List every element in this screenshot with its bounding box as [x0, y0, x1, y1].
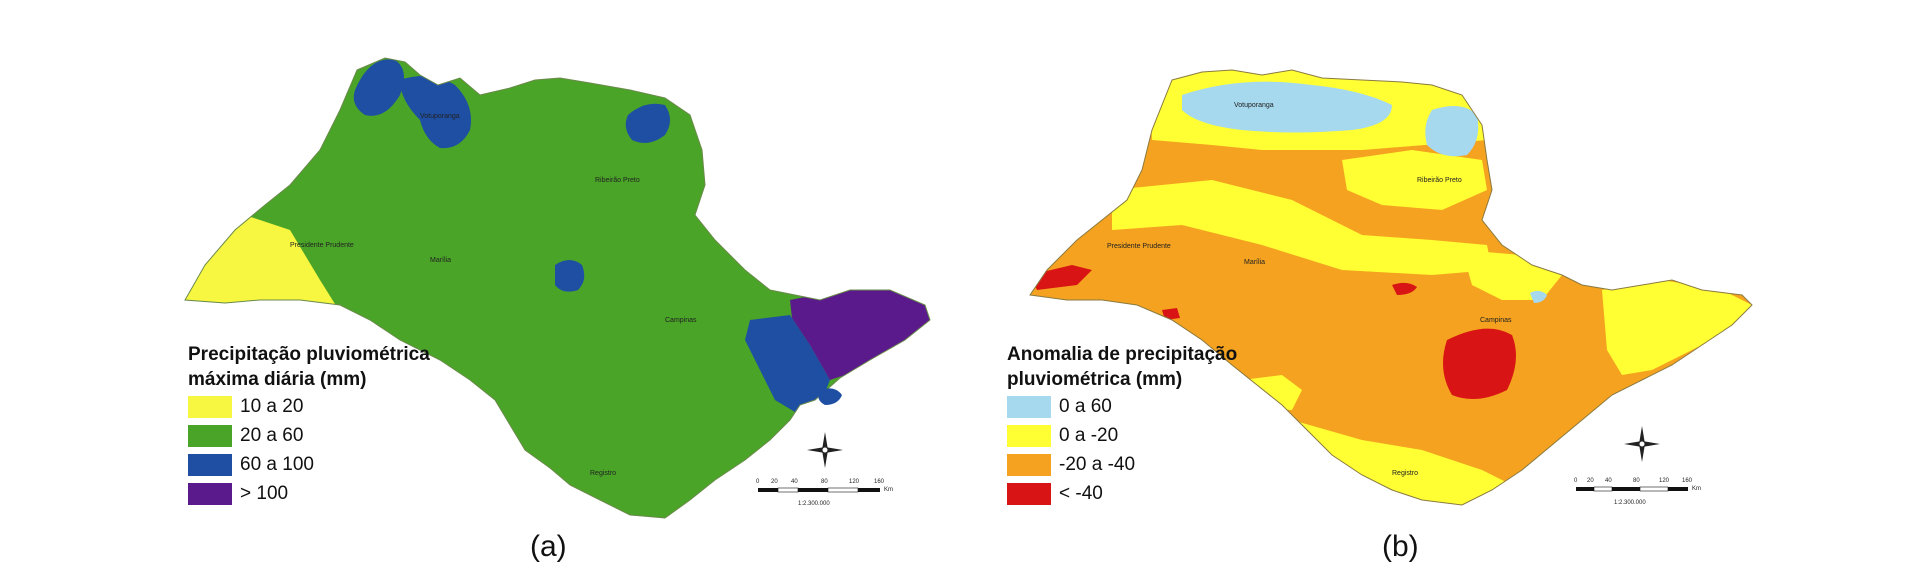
legend-title-b-line2: pluviométrica (mm) [1007, 369, 1183, 390]
legend-swatch-light-blue [1007, 395, 1051, 418]
legend-item-b-3: < -40 [1007, 479, 1307, 508]
legend-label: 60 a 100 [240, 453, 314, 475]
city-registro-b: Registro [1392, 470, 1418, 477]
legend-title-a-line1: Precipitação pluviométrica [188, 344, 430, 365]
zone-0-minus20-east [1602, 280, 1752, 375]
scale-tick-2-b: 40 [1605, 478, 1612, 484]
scale-tick-4-b: 120 [1659, 478, 1670, 484]
legend-swatch-purple [188, 482, 232, 505]
compass-rose-icon [807, 432, 843, 468]
legend-item-b-1: 0 a -20 [1007, 421, 1307, 450]
zone-below-minus40-small [1162, 308, 1180, 320]
zone-over-100 [790, 290, 930, 380]
zone-0-60-ne [1425, 106, 1479, 157]
scale-tick-1-b: 20 [1587, 478, 1594, 484]
legend-label: > 100 [240, 482, 289, 504]
zone-60-100-ne [625, 103, 670, 144]
legend-label: 20 a 60 [240, 424, 304, 446]
scale-tick-5-a: 160 [874, 479, 885, 485]
legend-b: Anomalia de precipitação pluviométrica (… [1007, 342, 1307, 508]
legend-item-a-0: 10 a 20 [188, 392, 488, 421]
panel-a-map-svg: Votuporanga Ribeirão Preto Presidente Pr… [184, 57, 931, 519]
city-campinas-b: Campinas [1480, 317, 1512, 324]
zone-0-60-north [1182, 81, 1392, 133]
legend-swatch-yellow [188, 395, 232, 418]
legend-swatch-blue [188, 453, 232, 476]
legend-item-a-1: 20 a 60 [188, 421, 488, 450]
legend-title-b-line1: Anomalia de precipitação [1007, 344, 1238, 365]
legend-a: Precipitação pluviométrica máxima diária… [188, 342, 488, 508]
zone-below-minus40-main [1443, 328, 1516, 399]
legend-swatch-orange [1007, 453, 1051, 476]
city-marilia-b: Marília [1244, 259, 1265, 266]
city-votuporanga-b: Votuporanga [1234, 102, 1274, 109]
caption-b: (b) [1382, 530, 1419, 563]
legend-title-a-line2: máxima diária (mm) [188, 369, 367, 390]
scale-tick-4-a: 120 [849, 479, 860, 485]
panel-b-precipitation-anomaly-map: Votuporanga Ribeirão Preto Presidente Pr… [962, 0, 1924, 576]
legend-label: 10 a 20 [240, 395, 304, 417]
city-registro-a: Registro [590, 470, 616, 477]
scale-ratio-a: 1:2.300.000 [798, 501, 830, 507]
caption-a: (a) [530, 530, 567, 563]
legend-label: 0 a 60 [1059, 395, 1112, 417]
city-presidente-prudente-a: Presidente Prudente [290, 242, 354, 249]
scale-tick-2-a: 40 [791, 479, 798, 485]
zone-60-100-center [555, 260, 585, 292]
scale-tick-3-a: 80 [821, 479, 828, 485]
island-a [818, 388, 842, 405]
city-votuporanga-a: Votuporanga [420, 113, 460, 120]
city-ribeirao-preto-b: Ribeirão Preto [1417, 177, 1462, 184]
scale-ratio-b: 1:2.300.000 [1614, 500, 1646, 506]
zone-0-60-small [1530, 290, 1547, 303]
zone-0-minus20-middle [1112, 180, 1492, 275]
scale-bar-a: 0 20 40 80 120 160 Km 1:2.300.000 [756, 479, 893, 507]
zone-60-100-east [745, 315, 830, 415]
compass-rose-icon [1624, 426, 1660, 462]
legend-swatch-red [1007, 482, 1051, 505]
zone-below-minus40-west [1030, 265, 1092, 290]
legend-swatch-yellow [1007, 424, 1051, 447]
legend-item-b-0: 0 a 60 [1007, 392, 1307, 421]
city-ribeirao-preto-a: Ribeirão Preto [595, 177, 640, 184]
scale-tick-1-a: 20 [771, 479, 778, 485]
city-marilia-a: Marília [430, 257, 451, 264]
legend-label: < -40 [1059, 482, 1103, 504]
zone-0-minus20-ne [1342, 150, 1487, 210]
zone-60-100-nw1 [353, 59, 404, 116]
scale-tick-5-b: 160 [1682, 478, 1693, 484]
legend-swatch-green [188, 424, 232, 447]
legend-label: 0 a -20 [1059, 424, 1119, 446]
scale-tick-0-a: 0 [756, 479, 760, 485]
scale-unit-b: Km [1692, 486, 1701, 492]
zone-below-minus40-center [1392, 282, 1417, 295]
city-presidente-prudente-b: Presidente Prudente [1107, 243, 1171, 250]
scale-unit-a: Km [884, 487, 893, 493]
legend-item-b-2: -20 a -40 [1007, 450, 1307, 479]
scale-bar-b: 0 20 40 80 120 160 Km 1:2.300.000 [1574, 478, 1701, 506]
scale-tick-0-b: 0 [1574, 478, 1578, 484]
panel-b-map-svg: Votuporanga Ribeirão Preto Presidente Pr… [1029, 69, 1753, 506]
legend-item-a-2: 60 a 100 [188, 450, 488, 479]
panel-a-max-daily-precipitation-map: Votuporanga Ribeirão Preto Presidente Pr… [184, 57, 931, 563]
legend-item-a-3: > 100 [188, 479, 488, 508]
city-campinas-a: Campinas [665, 317, 697, 324]
zone-60-100-nw2 [400, 76, 471, 149]
legend-label: -20 a -40 [1059, 453, 1136, 475]
scale-tick-3-b: 80 [1633, 478, 1640, 484]
